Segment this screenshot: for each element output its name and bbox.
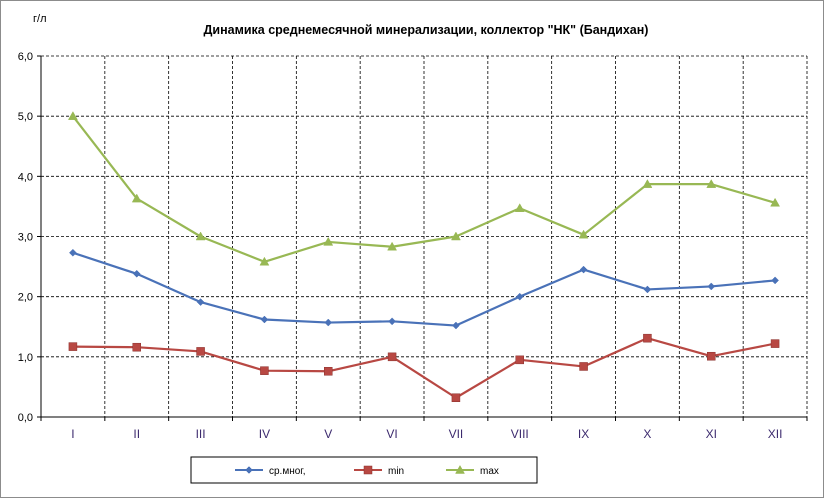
- data-point-3: [514, 203, 525, 212]
- series-line-1: [72, 251, 776, 327]
- data-point-1: [196, 298, 205, 306]
- data-point-2: [515, 355, 524, 365]
- data-point-1: [132, 269, 141, 278]
- data-point-2: [643, 333, 652, 343]
- legend-swatch-marker: [245, 466, 253, 474]
- data-point-1: [69, 248, 77, 257]
- data-point-3: [770, 197, 781, 207]
- data-point-1: [643, 285, 652, 294]
- x-tick-label: V: [324, 427, 332, 441]
- x-tick-label: IV: [259, 427, 270, 441]
- y-tick-label: 1,0: [18, 352, 33, 364]
- legend-swatch-marker: [363, 465, 373, 475]
- legend-label: min: [388, 466, 404, 477]
- x-tick-label: X: [643, 427, 651, 441]
- y-tick-label: 2,0: [18, 292, 33, 304]
- y-tick-label: 4,0: [18, 171, 33, 183]
- x-tick-label: VI: [386, 427, 397, 441]
- data-point-2: [196, 347, 205, 356]
- data-point-1: [771, 276, 779, 285]
- data-point-3: [195, 231, 206, 241]
- data-point-1: [707, 282, 716, 291]
- x-tick-label: II: [133, 427, 140, 441]
- data-point-1: [579, 265, 588, 274]
- data-point-2: [707, 351, 716, 361]
- data-point-3: [642, 179, 653, 188]
- data-point-3: [450, 231, 461, 241]
- x-tick-label: IX: [578, 427, 589, 441]
- data-point-2: [451, 393, 461, 402]
- series-line-2: [72, 337, 776, 399]
- chart-title: Динамика среднемесячной минерализации, к…: [204, 23, 649, 37]
- data-point-3: [259, 256, 270, 266]
- data-point-3: [578, 229, 589, 239]
- legend: ср.мног, min max: [190, 456, 538, 484]
- plot-area: 0,01,02,03,04,05,06,0I II III IV V VI VII VIII I…: [18, 51, 808, 441]
- y-axis-unit-label: г/л: [33, 13, 47, 25]
- legend-label: ср.мног,: [269, 466, 306, 477]
- data-point-2: [68, 342, 78, 351]
- data-point-2: [387, 352, 397, 362]
- x-tick-label: III: [196, 427, 206, 441]
- x-tick-label: XII: [768, 427, 783, 441]
- data-point-3: [131, 193, 142, 203]
- data-point-1: [452, 321, 460, 330]
- x-tick-label: XI: [706, 427, 717, 441]
- data-point-3: [323, 236, 334, 246]
- x-tick-label: VII: [449, 427, 464, 441]
- legend-label: max: [480, 466, 499, 477]
- data-point-1: [324, 318, 333, 327]
- series-line-3: [72, 115, 776, 263]
- legend-swatch-marker: [455, 464, 465, 474]
- data-point-1: [388, 317, 396, 326]
- data-point-2: [770, 339, 780, 348]
- data-point-1: [260, 315, 269, 324]
- data-point-1: [515, 292, 524, 301]
- data-point-3: [706, 179, 717, 188]
- data-point-2: [324, 367, 333, 376]
- data-point-3: [387, 241, 398, 251]
- data-point-2: [132, 342, 141, 352]
- data-point-2: [260, 366, 269, 375]
- y-tick-label: 0,0: [18, 412, 33, 424]
- data-point-3: [67, 111, 78, 120]
- y-tick-label: 6,0: [18, 51, 33, 63]
- y-tick-label: 3,0: [18, 232, 33, 244]
- data-point-2: [579, 362, 588, 371]
- x-tick-label: I: [71, 427, 74, 441]
- x-tick-label: VIII: [511, 427, 529, 441]
- y-tick-label: 5,0: [18, 111, 33, 123]
